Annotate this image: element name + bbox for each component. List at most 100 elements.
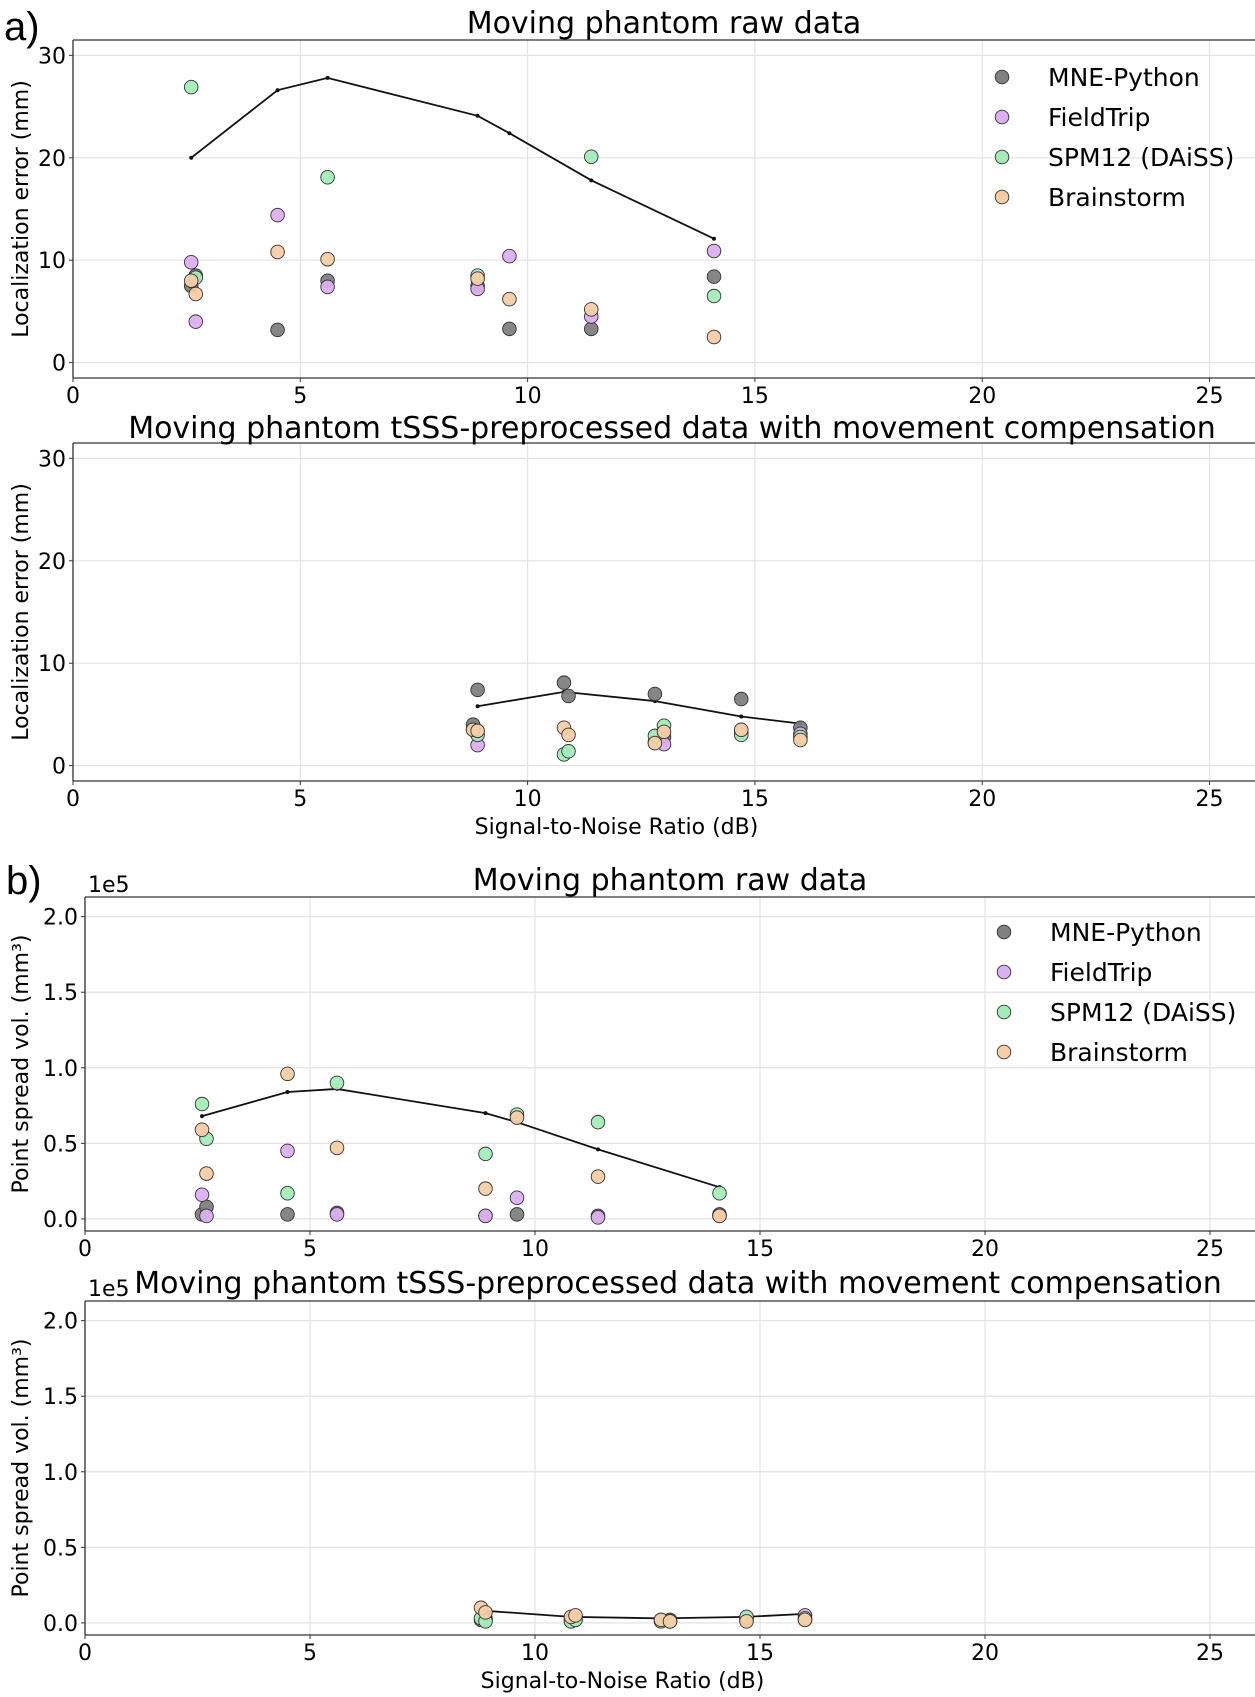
panel-label-a: a)	[4, 5, 40, 49]
legend-label: SPM12 (DAiSS)	[1048, 143, 1234, 172]
data-point	[662, 1614, 678, 1629]
chart-panel-2: 0 5 10 15 20 25 0 10 20 30 Moving phantom tSSS-pre…	[9, 411, 1255, 840]
trend-line-vertex	[189, 155, 194, 160]
data-point	[183, 79, 199, 95]
chart-title: Moving phantom raw data	[467, 6, 862, 41]
axis-multiplier-label: 1e5	[88, 873, 130, 898]
data-point	[478, 1208, 493, 1224]
data-point	[590, 1210, 606, 1225]
trend-line-vertex	[285, 1089, 290, 1094]
data-point	[270, 322, 285, 338]
trend-line-vertex	[739, 714, 744, 719]
x-tick-label: 5	[293, 787, 307, 812]
x-tick-label: 5	[303, 1641, 317, 1666]
legend: MNE-Python FieldTrip SPM12 (DAiSS) Brainsto…	[996, 918, 1236, 1067]
series-brainstorm	[183, 244, 722, 345]
trend-line	[201, 1088, 720, 1189]
y-tick-label: 1.5	[43, 1385, 78, 1410]
data-point	[183, 273, 199, 288]
x-tick-label: 25	[1196, 787, 1224, 812]
y-tick-label: 0.5	[43, 1132, 78, 1157]
series-brainstorm	[473, 1600, 813, 1629]
data-point	[478, 1605, 493, 1620]
legend-marker	[994, 109, 1010, 125]
data-point	[561, 727, 576, 743]
legend-label: FieldTrip	[1048, 103, 1150, 132]
x-tick-label: 0	[78, 1237, 92, 1262]
data-point	[793, 732, 808, 748]
data-point	[502, 248, 517, 264]
x-tick-label: 15	[746, 1641, 774, 1666]
legend-label: Brainstorm	[1050, 1038, 1188, 1067]
y-tick-label: 1.0	[43, 1057, 78, 1082]
data-point	[199, 1208, 214, 1224]
data-point	[329, 1207, 345, 1222]
legend-marker	[994, 189, 1010, 205]
series-fieldtrip	[183, 207, 722, 329]
legend-marker	[996, 964, 1012, 980]
series-spm12-daiss-	[465, 718, 808, 762]
y-tick-label: 10	[38, 652, 66, 677]
data-point	[509, 1207, 525, 1222]
series-mne-python	[183, 268, 722, 338]
legend-label: FieldTrip	[1050, 958, 1152, 987]
x-tick-label: 10	[521, 1641, 549, 1666]
data-point	[568, 1608, 583, 1623]
x-tick-label: 5	[303, 1237, 317, 1262]
y-axis-label: Point spread vol. (mm³)	[9, 1338, 34, 1597]
data-point	[556, 675, 572, 690]
trend-line-vertex	[475, 113, 480, 118]
data-point	[280, 1185, 295, 1201]
data-point	[194, 1187, 210, 1202]
panel-label-b: b)	[6, 859, 42, 903]
chart-title: Moving phantom raw data	[473, 863, 868, 898]
y-axis-label: Point spread vol. (mm³)	[9, 934, 34, 1193]
data-point	[647, 735, 663, 751]
data-point	[509, 1190, 525, 1206]
x-tick-label: 0	[66, 787, 80, 812]
data-point	[329, 1075, 345, 1091]
y-tick-label: 30	[38, 447, 66, 472]
data-point	[509, 1110, 525, 1125]
data-point	[590, 1169, 606, 1184]
data-point	[478, 1146, 493, 1162]
data-point	[561, 688, 576, 704]
data-point	[329, 1140, 345, 1156]
trend-line	[485, 1609, 806, 1620]
chart-panel-4: 0 5 10 15 20 25 0.0 0.5 1.0 1.5 2.0 Moving phantom …	[9, 1266, 1255, 1694]
data-point	[470, 682, 485, 698]
data-point	[706, 269, 722, 284]
data-point	[584, 149, 599, 165]
y-tick-label: 0	[52, 755, 66, 780]
x-tick-label: 25	[1196, 1641, 1224, 1666]
data-point	[590, 1114, 606, 1130]
data-point	[199, 1166, 214, 1181]
y-tick-label: 0.0	[43, 1612, 78, 1637]
y-tick-label: 20	[38, 147, 66, 172]
legend-marker	[994, 149, 1010, 165]
data-point	[188, 314, 203, 329]
data-point	[706, 288, 722, 304]
trend-line-vertex	[483, 1111, 488, 1116]
x-tick-label: 5	[293, 384, 307, 409]
legend-label: MNE-Python	[1050, 918, 1202, 947]
trend-line-vertex	[507, 131, 512, 136]
x-tick-label: 15	[746, 1237, 774, 1262]
data-point	[270, 207, 285, 223]
trend-line-vertex	[589, 178, 594, 183]
y-tick-label: 10	[38, 249, 66, 274]
x-tick-label: 10	[514, 787, 542, 812]
y-tick-label: 2.0	[43, 1310, 78, 1335]
x-tick-label: 15	[741, 787, 769, 812]
series-fieldtrip	[194, 1143, 727, 1225]
x-tick-label: 10	[521, 1237, 549, 1262]
chart-title: Moving phantom tSSS-preprocessed data wi…	[134, 1266, 1222, 1301]
x-tick-label: 20	[971, 1641, 999, 1666]
x-tick-label: 25	[1196, 384, 1224, 409]
x-tick-label: 10	[514, 384, 542, 409]
data-point	[183, 255, 199, 270]
series-spm12-daiss-	[183, 79, 722, 304]
trend-line-vertex	[475, 704, 480, 709]
x-tick-label: 15	[741, 384, 769, 409]
